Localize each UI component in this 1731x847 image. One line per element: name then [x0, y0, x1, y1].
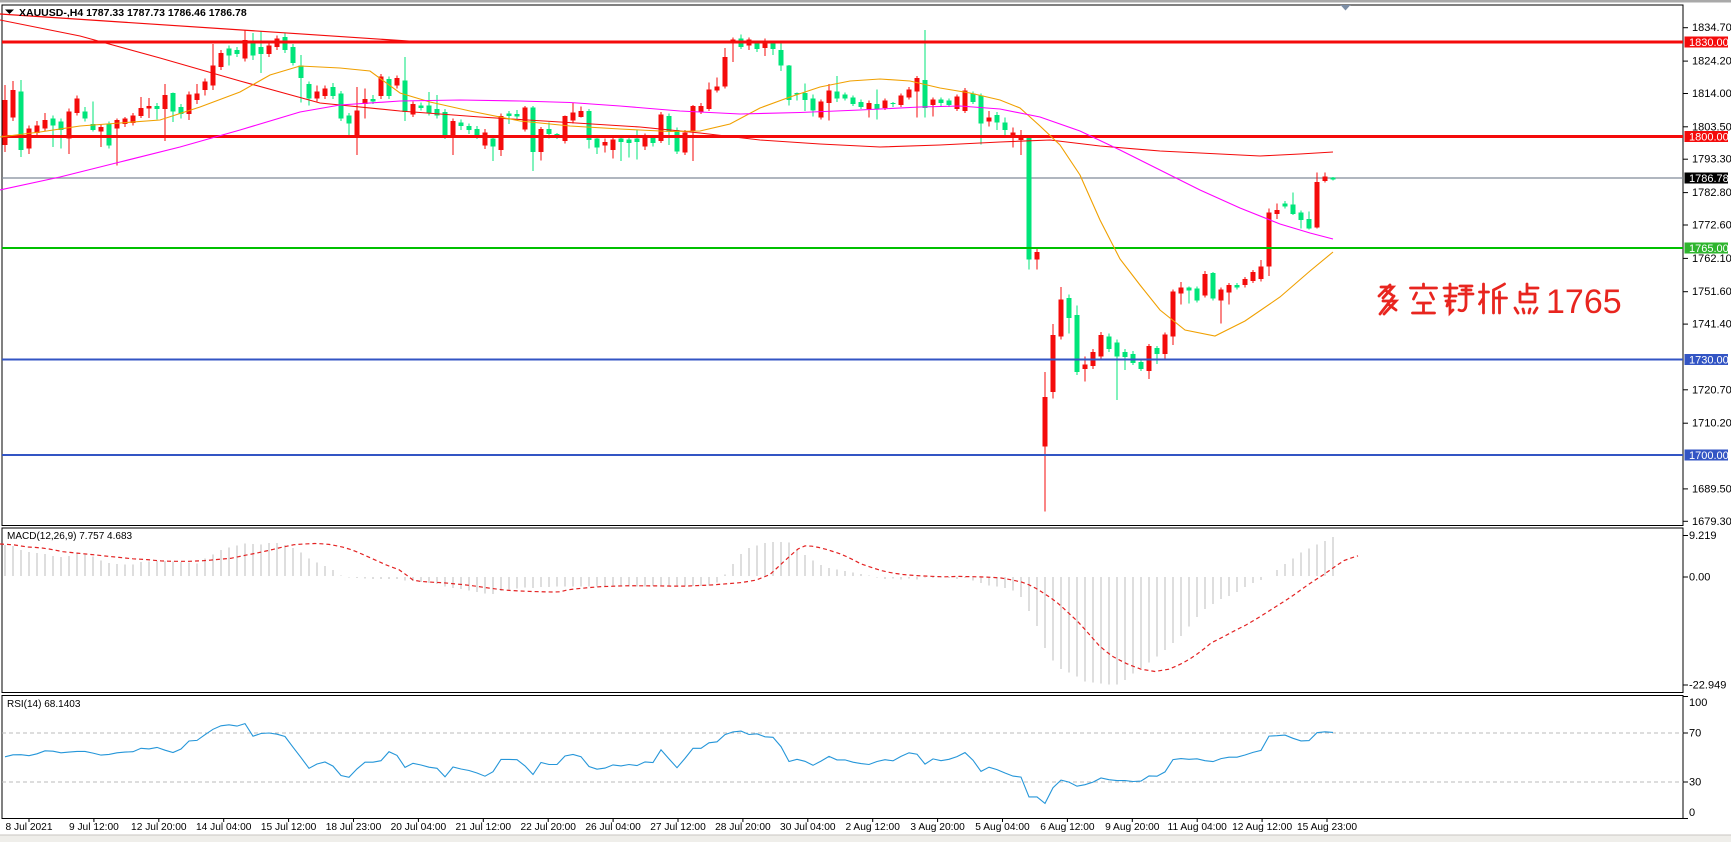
svg-text:1765.00: 1765.00 [1689, 243, 1729, 255]
svg-text:6 Aug 12:00: 6 Aug 12:00 [1040, 822, 1095, 833]
svg-text:27 Jul 12:00: 27 Jul 12:00 [650, 822, 706, 833]
svg-text:9 Jul 12:00: 9 Jul 12:00 [69, 822, 119, 833]
svg-text:9.219: 9.219 [1689, 530, 1717, 542]
svg-text:XAUUSD-,H4 1787.33 1787.73 17: XAUUSD-,H4 1787.33 1787.73 1786.46 1786.… [19, 7, 247, 19]
svg-text:22 Jul 20:00: 22 Jul 20:00 [520, 822, 576, 833]
svg-text:RSI(14) 68.1403: RSI(14) 68.1403 [7, 699, 81, 710]
svg-text:21 Jul 12:00: 21 Jul 12:00 [456, 822, 512, 833]
svg-text:1689.50: 1689.50 [1692, 483, 1731, 495]
svg-text:1782.80: 1782.80 [1692, 187, 1731, 199]
svg-text:15 Jul 12:00: 15 Jul 12:00 [261, 822, 317, 833]
svg-text:1803.50: 1803.50 [1692, 121, 1731, 133]
svg-text:1800.00: 1800.00 [1689, 131, 1729, 143]
svg-text:15 Aug 23:00: 15 Aug 23:00 [1297, 822, 1357, 833]
svg-text:26 Jul 04:00: 26 Jul 04:00 [585, 822, 641, 833]
svg-text:-22.949: -22.949 [1689, 680, 1726, 692]
svg-text:0.00: 0.00 [1689, 572, 1710, 584]
svg-text:0: 0 [1689, 807, 1695, 819]
svg-text:1710.20: 1710.20 [1692, 418, 1731, 430]
svg-text:1793.30: 1793.30 [1692, 154, 1731, 166]
svg-text:1772.60: 1772.60 [1692, 220, 1731, 232]
svg-text:12 Aug 12:00: 12 Aug 12:00 [1232, 822, 1292, 833]
svg-text:9 Aug 20:00: 9 Aug 20:00 [1105, 822, 1160, 833]
svg-text:8 Jul 2021: 8 Jul 2021 [5, 822, 52, 833]
svg-text:11 Aug 04:00: 11 Aug 04:00 [1168, 822, 1228, 833]
svg-text:18 Jul 23:00: 18 Jul 23:00 [326, 822, 382, 833]
svg-text:3 Aug 20:00: 3 Aug 20:00 [910, 822, 965, 833]
svg-text:1751.60: 1751.60 [1692, 286, 1731, 298]
svg-text:1830.00: 1830.00 [1689, 37, 1729, 49]
svg-text:1720.70: 1720.70 [1692, 384, 1731, 396]
svg-text:1730.00: 1730.00 [1689, 354, 1729, 366]
svg-text:1824.20: 1824.20 [1692, 56, 1731, 68]
svg-text:12 Jul 20:00: 12 Jul 20:00 [131, 822, 187, 833]
svg-text:1814.00: 1814.00 [1692, 88, 1731, 100]
svg-text:2 Aug 12:00: 2 Aug 12:00 [846, 822, 901, 833]
svg-text:1765: 1765 [1546, 283, 1622, 321]
svg-text:14 Jul 04:00: 14 Jul 04:00 [196, 822, 252, 833]
svg-text:5 Aug 04:00: 5 Aug 04:00 [975, 822, 1030, 833]
svg-text:1762.10: 1762.10 [1692, 253, 1731, 265]
svg-text:1786.78: 1786.78 [1689, 173, 1729, 185]
svg-text:70: 70 [1689, 728, 1701, 740]
svg-text:1741.40: 1741.40 [1692, 319, 1731, 331]
svg-text:100: 100 [1689, 697, 1707, 709]
svg-text:28 Jul 20:00: 28 Jul 20:00 [715, 822, 771, 833]
svg-text:1834.70: 1834.70 [1692, 22, 1731, 34]
svg-text:20 Jul 04:00: 20 Jul 04:00 [391, 822, 447, 833]
svg-text:30 Jul 04:00: 30 Jul 04:00 [780, 822, 836, 833]
svg-text:MACD(12,26,9) 7.757 4.683: MACD(12,26,9) 7.757 4.683 [7, 531, 133, 542]
svg-text:1700.00: 1700.00 [1689, 450, 1729, 462]
svg-text:30: 30 [1689, 777, 1701, 789]
svg-text:1679.30: 1679.30 [1692, 516, 1731, 528]
